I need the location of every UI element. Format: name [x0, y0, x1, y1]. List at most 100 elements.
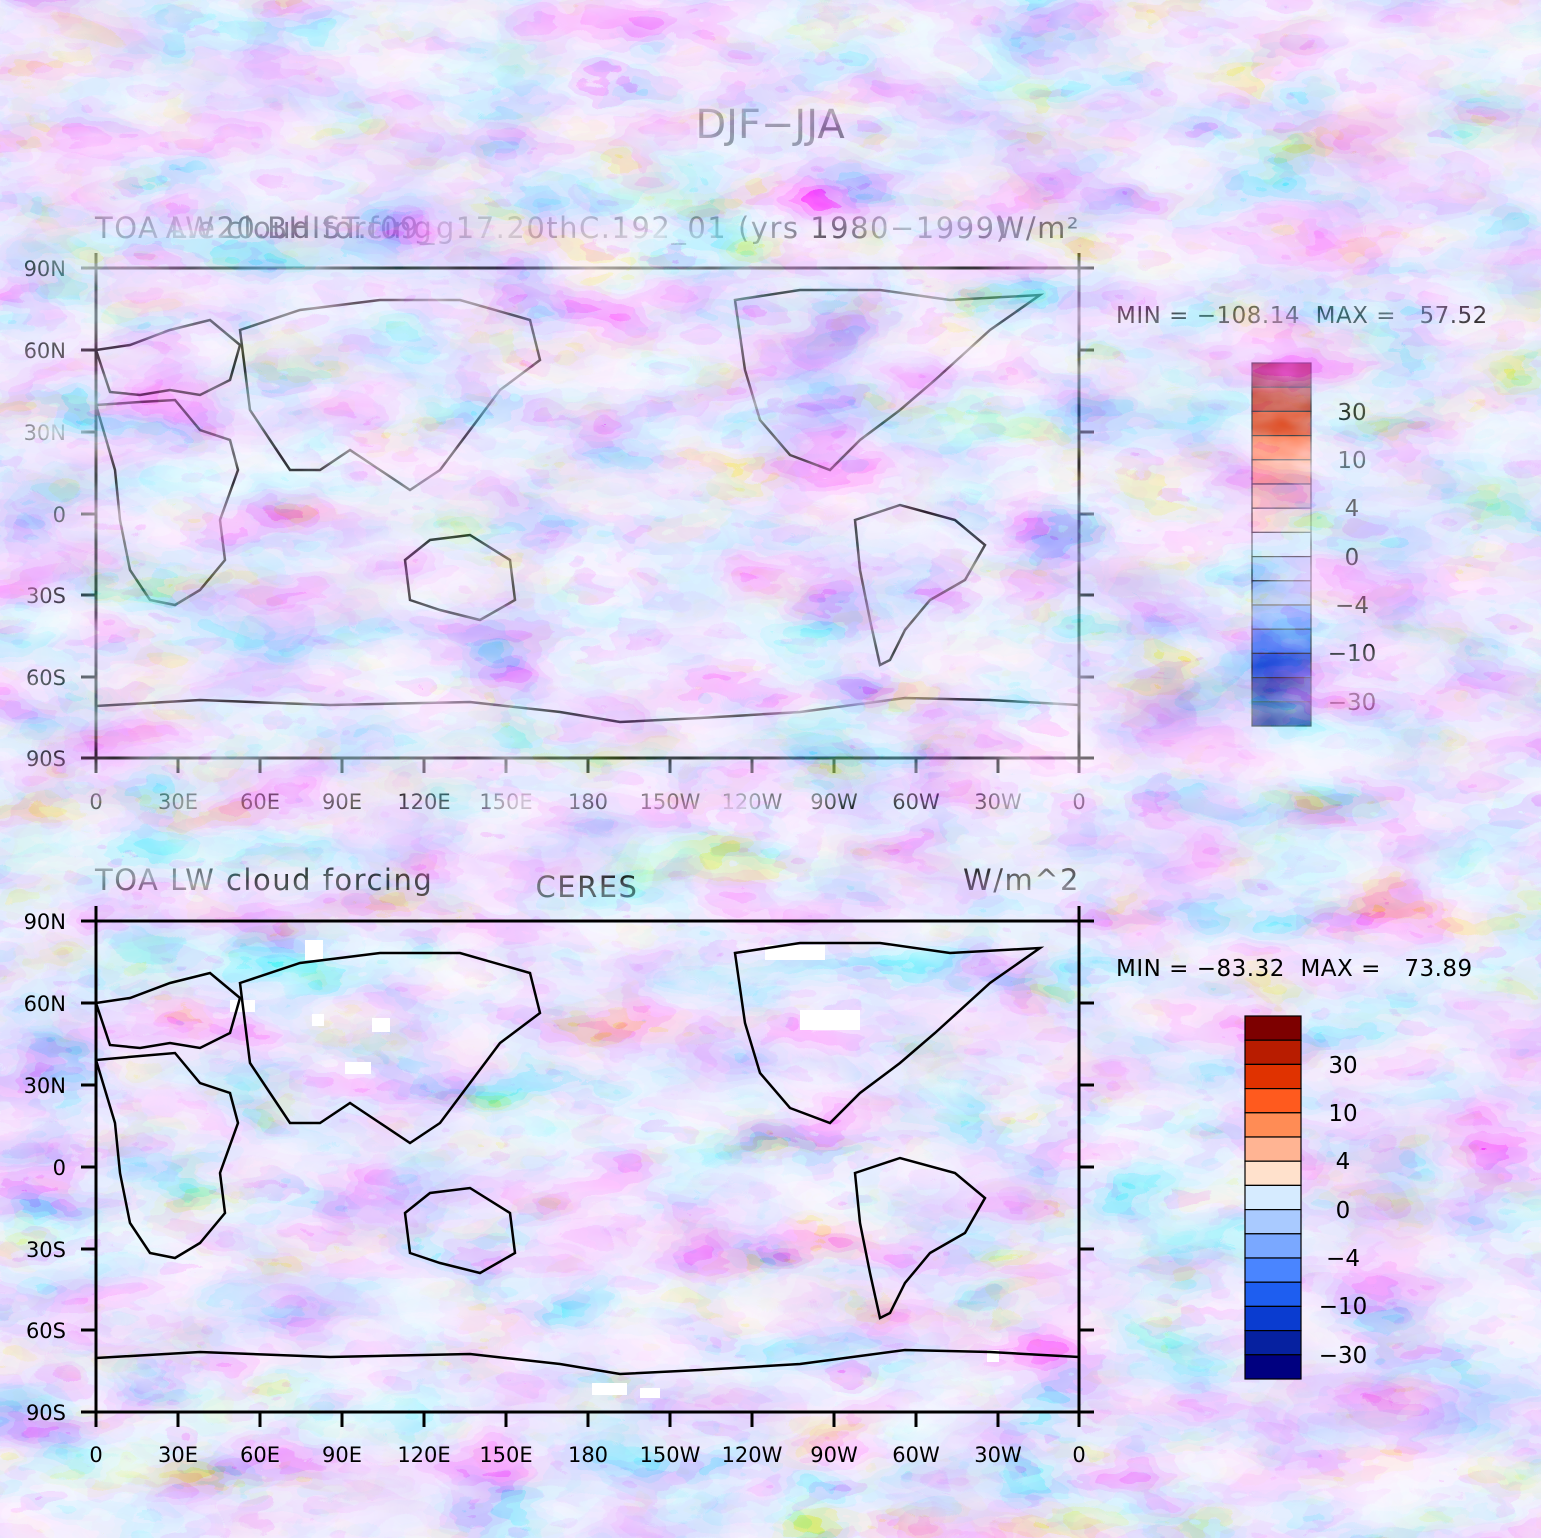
panel-2-center-title: CERES: [536, 870, 639, 904]
australia-outline: [403, 1186, 517, 1275]
panel-2-ticks: [81, 906, 1094, 1427]
panel-1-units: W/m²: [996, 211, 1080, 245]
europe-outline: [94, 318, 242, 397]
x-tick-label: 30W: [974, 790, 1022, 814]
colorbar-label: −10: [1319, 1294, 1368, 1320]
colorbar-bin: [1244, 1112, 1302, 1138]
colorbar-bin: [1251, 701, 1312, 727]
colorbar-label: −30: [1328, 690, 1377, 716]
panel-2-coastlines: [94, 941, 1080, 1376]
x-tick-label: 60W: [892, 790, 940, 814]
colorbar-bin: [1251, 555, 1312, 582]
y-tick-label: 60N: [24, 992, 66, 1016]
australia-outline: [403, 533, 517, 622]
panel-1-map: [94, 268, 1080, 758]
y-tick-label: 30N: [24, 421, 66, 445]
colorbar-bin: [1244, 1039, 1302, 1065]
colorbar-bin: [1244, 1063, 1302, 1090]
x-tick-label: 180: [568, 790, 608, 814]
y-tick-label: 90S: [26, 747, 66, 771]
south-america-outline: [853, 503, 987, 667]
panel-1-center-title: A.e20.BHIST.f09_g17.20thC.192_01 (yrs 19…: [166, 211, 1009, 245]
figure-title: DJF−JJA: [695, 102, 845, 148]
antarctica-outline: [95, 1348, 1080, 1376]
panel-2-units: W/m^2: [963, 863, 1080, 897]
colorbar-bin: [1244, 1257, 1302, 1283]
colorbar-bin: [1244, 1233, 1302, 1259]
panel-2-min-max: MIN = −83.32 MAX = 73.89: [1116, 956, 1473, 982]
panel-1-y-tick-labels: 90N 60N 30N 0 30S 60S 90S: [24, 257, 66, 771]
y-tick-label: 90N: [24, 910, 66, 934]
colorbar-label: 0: [1345, 545, 1360, 571]
colorbar-label: 30: [1328, 1053, 1357, 1079]
colorbar-bin: [1251, 483, 1312, 509]
colorbar-bin: [1251, 362, 1312, 388]
x-tick-label: 90E: [322, 790, 362, 814]
colorbar-bin: [1244, 1281, 1302, 1307]
colorbar-bin: [1244, 1208, 1302, 1235]
y-tick-label: 0: [53, 503, 66, 527]
colorbar-bin: [1251, 459, 1312, 485]
africa-outline: [94, 1051, 240, 1260]
x-tick-label: 90W: [810, 1443, 858, 1467]
colorbar-label: 30: [1337, 400, 1366, 426]
panel-1-ticks: [81, 253, 1094, 773]
south-america-outline: [853, 1156, 987, 1320]
panel-1-min-max: MIN = −108.14 MAX = 57.52: [1116, 303, 1488, 329]
x-tick-label: 0: [89, 790, 102, 814]
colorbar-label: −10: [1328, 641, 1377, 667]
colorbar-bin: [1251, 628, 1312, 655]
north-america-outline: [733, 941, 1045, 1125]
colorbar-bin: [1244, 1184, 1302, 1211]
x-tick-label: 30E: [158, 1443, 198, 1467]
panel-model: TOA LW cloud forcing A.e20.BHIST.f09_g17…: [24, 211, 1488, 814]
colorbar-bin: [1251, 652, 1312, 679]
colorbar-bin: [1251, 580, 1312, 606]
x-tick-label: 0: [1072, 1443, 1085, 1467]
x-tick-label: 60W: [892, 1443, 940, 1467]
panel-2-x-tick-labels: 0 30E 60E 90E 120E 150E 180 150W 120W 90…: [89, 1443, 1085, 1467]
x-tick-label: 150W: [640, 790, 701, 814]
africa-outline: [94, 398, 240, 607]
x-tick-label: 30E: [158, 790, 198, 814]
panel-2-colorbar-bins: [1244, 1015, 1302, 1380]
colorbar-label: −4: [1326, 1246, 1360, 1272]
panel-1-colorbar: 30 10 4 0 −4 −10 −30: [1251, 362, 1377, 727]
asia-outline: [238, 951, 542, 1145]
y-tick-label: 60S: [26, 666, 66, 690]
colorbar-label: 0: [1336, 1198, 1351, 1224]
x-tick-label: 120W: [722, 790, 783, 814]
x-tick-label: 90E: [322, 1443, 362, 1467]
x-tick-label: 150E: [479, 1443, 532, 1467]
colorbar-label: 10: [1328, 1101, 1357, 1127]
y-tick-label: 60S: [26, 1319, 66, 1343]
panel-2-y-tick-labels: 90N 60N 30N 0 30S 60S 90S: [24, 910, 66, 1425]
colorbar-bin: [1244, 1354, 1302, 1380]
x-tick-label: 120W: [722, 1443, 783, 1467]
x-tick-label: 60E: [240, 790, 280, 814]
colorbar-bin: [1244, 1160, 1302, 1186]
colorbar-bin: [1251, 435, 1312, 461]
colorbar-bin: [1251, 531, 1312, 558]
colorbar-bin: [1244, 1015, 1302, 1041]
colorbar-bin: [1251, 604, 1312, 630]
x-tick-label: 90W: [810, 790, 858, 814]
y-tick-label: 30S: [26, 584, 66, 608]
panel-1-x-tick-labels: 0 30E 60E 90E 120E 150E 180 150W 120W 90…: [89, 790, 1085, 814]
panel-1-coastlines: [94, 288, 1080, 724]
panel-2-colorbar: 30 10 4 0 −4 −10 −30: [1244, 1015, 1368, 1380]
colorbar-label: −30: [1319, 1343, 1368, 1369]
x-tick-label: 30W: [974, 1443, 1022, 1467]
colorbar-bin: [1244, 1305, 1302, 1332]
colorbar-bin: [1244, 1087, 1302, 1114]
y-tick-label: 30S: [26, 1238, 66, 1262]
y-tick-label: 0: [53, 1156, 66, 1180]
colorbar-label: 10: [1337, 448, 1366, 474]
colorbar-label: −4: [1335, 593, 1369, 619]
x-tick-label: 150E: [479, 790, 532, 814]
y-tick-label: 90N: [24, 257, 66, 281]
x-tick-label: 120E: [397, 1443, 450, 1467]
y-tick-label: 90S: [26, 1401, 66, 1425]
y-tick-label: 30N: [24, 1074, 66, 1098]
